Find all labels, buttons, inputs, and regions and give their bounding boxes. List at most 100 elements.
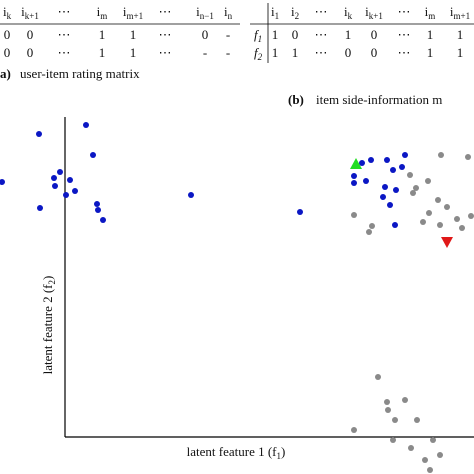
user-point — [37, 205, 43, 211]
caption-label: (b) — [288, 92, 304, 107]
header-cell: ⋯ — [315, 4, 328, 19]
cell: ⋯ — [398, 45, 411, 60]
header-cell-base: i — [196, 4, 200, 19]
header-cell-base: i — [450, 4, 454, 19]
header-cell-base: i — [224, 4, 228, 19]
user-point — [380, 194, 386, 200]
header-cell: im+1 — [450, 4, 470, 21]
item-point — [351, 212, 357, 218]
user-point — [399, 164, 405, 170]
header-cell-sub: k+1 — [369, 11, 383, 21]
cell: 1 — [272, 27, 279, 42]
header-cell-base: i — [365, 4, 369, 19]
header-cell: im+1 — [123, 4, 143, 21]
user-point — [402, 152, 408, 158]
user-point — [392, 222, 398, 228]
header-cell: im — [425, 4, 436, 21]
user-point — [51, 175, 57, 181]
header-cell: ik — [3, 4, 12, 21]
user-point — [95, 207, 101, 213]
row-label: f1 — [254, 27, 262, 44]
cell: - — [226, 27, 230, 42]
user-point — [83, 122, 89, 128]
item-point — [407, 172, 413, 178]
header-cell-base: ⋯ — [315, 4, 328, 19]
header-cell-sub: 2 — [295, 11, 300, 21]
item-point — [366, 229, 372, 235]
item-point — [444, 204, 450, 210]
row-label-sub: 1 — [258, 34, 263, 44]
user-point — [94, 201, 100, 207]
y-axis-label-base: latent feature 2 (f — [40, 284, 55, 375]
cell: 0 — [371, 27, 378, 42]
item-point — [384, 399, 390, 405]
header-cell-sub: k — [348, 11, 353, 21]
cell: 0 — [27, 45, 34, 60]
header-cell: in — [224, 4, 233, 21]
cell: 1 — [427, 27, 434, 42]
item-point — [465, 154, 471, 160]
header-cell-base: ⋯ — [159, 4, 172, 19]
item-point — [438, 152, 444, 158]
item-point — [459, 225, 465, 231]
item-point — [402, 397, 408, 403]
item-point — [385, 407, 391, 413]
target-item-marker — [441, 237, 453, 248]
header-cell: in−1 — [196, 4, 214, 21]
user-point — [359, 160, 365, 166]
header-cell: i1 — [271, 4, 279, 21]
header-cell-base: i — [123, 4, 127, 19]
cell: 0 — [292, 27, 299, 42]
header-cell-sub: n−1 — [200, 11, 214, 21]
cell: 1 — [130, 27, 137, 42]
x-axis-label-base: latent feature 1 (f — [187, 444, 278, 459]
user-point — [384, 157, 390, 163]
user-point — [390, 167, 396, 173]
header-cell-sub: 1 — [275, 11, 280, 21]
item-point — [437, 222, 443, 228]
cell: 1 — [292, 45, 299, 60]
item-point — [410, 190, 416, 196]
cell: ⋯ — [159, 27, 172, 42]
user-point — [351, 180, 357, 186]
item-point — [408, 445, 414, 451]
cell: - — [203, 45, 207, 60]
cell: 0 — [4, 27, 11, 42]
item-point — [430, 437, 436, 443]
header-cell: ⋯ — [58, 4, 71, 19]
header-cell-sub: m+1 — [127, 11, 144, 21]
cell: 1 — [457, 27, 464, 42]
item-point — [468, 213, 474, 219]
row-label-base: f — [254, 45, 260, 60]
user-point — [63, 192, 69, 198]
cell: 0 — [371, 45, 378, 60]
user-point — [297, 209, 303, 215]
header-cell-base: i — [271, 4, 275, 19]
header-cell-sub: m — [428, 11, 435, 21]
user-point — [72, 188, 78, 194]
user-point — [36, 131, 42, 137]
item-point — [369, 223, 375, 229]
user-point — [52, 183, 58, 189]
header-cell: ik+1 — [365, 4, 383, 21]
user-point — [368, 157, 374, 163]
cell: ⋯ — [315, 45, 328, 60]
caption: item side-information m — [316, 92, 442, 107]
item-point — [413, 185, 419, 191]
cell: 1 — [427, 45, 434, 60]
user-point — [188, 192, 194, 198]
caption-label: a) — [0, 66, 11, 81]
row-label: f2 — [254, 45, 263, 62]
cell: 0 — [4, 45, 11, 60]
item-point — [425, 178, 431, 184]
header-cell: ik — [344, 4, 353, 21]
cell: 1 — [99, 45, 106, 60]
header-cell-base: ⋯ — [398, 4, 411, 19]
user-point — [387, 202, 393, 208]
header-cell: i2 — [291, 4, 299, 21]
y-axis-label: latent feature 2 (f2) — [40, 276, 57, 375]
item-point — [375, 374, 381, 380]
row-label-base: f — [254, 27, 260, 42]
target-user-marker — [350, 158, 362, 169]
